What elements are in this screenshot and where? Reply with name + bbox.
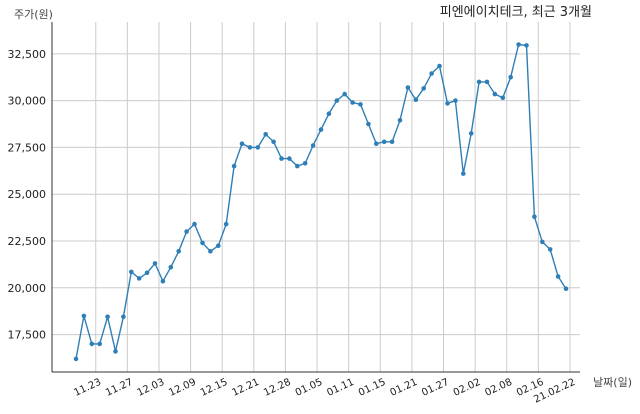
data-point (263, 132, 269, 137)
y-tick-label: 32,500 (8, 48, 47, 61)
data-point (342, 91, 348, 97)
data-point (421, 86, 427, 91)
data-point (223, 221, 229, 227)
x-tick-label: 11.27 (104, 377, 135, 399)
data-point (144, 270, 150, 276)
data-point (168, 264, 174, 270)
data-point (437, 63, 442, 69)
data-point (152, 261, 158, 266)
x-tick-label: 11.23 (72, 377, 103, 399)
data-point (405, 85, 411, 90)
y-tick-label: 27,500 (8, 141, 47, 154)
data-point (500, 95, 506, 101)
data-point (563, 286, 569, 292)
data-point (160, 278, 166, 284)
data-point (413, 97, 419, 102)
axes (51, 22, 580, 373)
x-tick-label: 12.21 (230, 377, 261, 399)
data-point (113, 349, 118, 354)
data-point (271, 139, 276, 145)
x-tick-label: 12.09 (167, 377, 198, 399)
data-point (192, 221, 197, 227)
data-point (302, 161, 308, 166)
x-tick-label: 01.15 (357, 377, 388, 399)
data-point (287, 156, 292, 161)
data-point (184, 229, 189, 234)
data-point (81, 313, 87, 319)
data-point (136, 276, 142, 281)
data-point (326, 111, 332, 116)
data-point (397, 118, 403, 123)
x-tick-label: 02.08 (483, 377, 514, 399)
data-point (461, 171, 466, 176)
data-point (295, 163, 300, 169)
data-point (279, 156, 284, 161)
data-point (105, 314, 110, 320)
data-point (231, 163, 237, 169)
x-tick-label: 01.05 (294, 377, 325, 399)
data-point (358, 102, 363, 107)
data-point (73, 356, 79, 362)
y-tick-label: 22,500 (8, 235, 47, 248)
data-point (89, 341, 95, 347)
data-point (540, 239, 545, 245)
x-tick-label: 01.27 (420, 377, 451, 399)
data-point (200, 240, 205, 246)
y-tick-label: 25,000 (8, 188, 47, 201)
data-point (374, 141, 379, 146)
data-point (239, 141, 245, 146)
y-tick-label: 20,000 (8, 282, 47, 295)
data-point (310, 143, 316, 148)
data-point (318, 127, 324, 132)
data-point (121, 314, 126, 320)
y-tick-label: 17,500 (8, 329, 47, 342)
data-point (366, 121, 371, 127)
x-axis-label: 날짜(일) (593, 375, 632, 389)
data-point (492, 91, 498, 97)
data-point (484, 79, 490, 85)
data-point (247, 145, 253, 150)
data-point (555, 274, 561, 279)
x-tick-label: 01.21 (389, 377, 420, 399)
data-point (524, 43, 529, 48)
data-point (350, 100, 355, 105)
data-point (389, 139, 395, 145)
data-point (381, 139, 387, 145)
data-point (476, 79, 482, 85)
data-point (445, 101, 450, 106)
y-tick-label: 30,000 (8, 95, 47, 108)
data-point (208, 249, 213, 254)
data-point (547, 247, 553, 252)
data-point (216, 243, 221, 248)
x-tick-label: 01.11 (325, 377, 356, 399)
data-point (429, 71, 434, 76)
data-point (255, 145, 261, 150)
x-tick-label: 12.28 (262, 377, 293, 399)
x-tick-label: 02.02 (452, 377, 483, 399)
x-tick-label: 12.03 (136, 377, 167, 399)
chart-title: 피엔에이치테크, 최근 3개월 (440, 5, 592, 20)
data-point (453, 98, 458, 103)
data-point (508, 74, 513, 80)
price-series (73, 42, 569, 362)
data-point (176, 249, 181, 254)
y-axis-label: 주가(원) (14, 8, 53, 21)
x-tick-label: 12.15 (199, 377, 230, 399)
data-point (97, 341, 102, 347)
y-tick-labels: 17,500 20,000 22,500 25,000 27,500 30,000 32,5… (8, 48, 47, 342)
data-point (334, 98, 340, 103)
x-tick-labels: 11.23 11.27 12.03 12.09 12.15 12.21 12.28 01.05… (72, 377, 577, 406)
data-point (532, 214, 537, 219)
data-point (129, 269, 134, 275)
grid-lines (52, 22, 580, 372)
data-point (516, 42, 521, 47)
data-point (468, 131, 474, 136)
series-line (75, 43, 567, 360)
